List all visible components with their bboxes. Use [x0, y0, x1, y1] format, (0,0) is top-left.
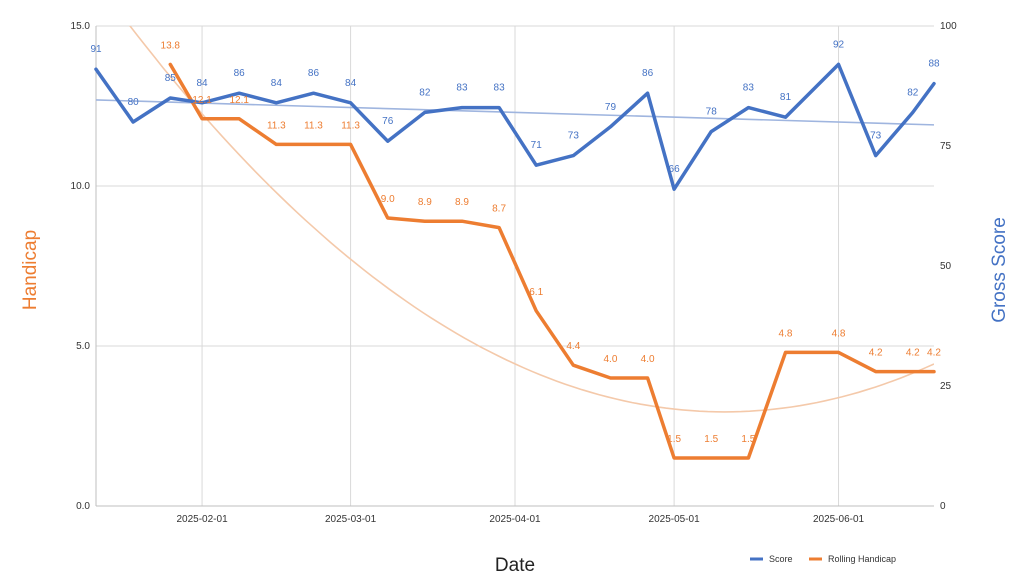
handicap-series-line	[168, 62, 936, 460]
handicap-data-label: 4.0	[604, 354, 618, 365]
handicap-data-label: 4.8	[779, 328, 793, 339]
handicap-data-label: 11.3	[304, 120, 323, 131]
x-tick-label: 2025-02-01	[176, 514, 228, 525]
y-right-tick-label: 0	[940, 501, 946, 512]
y-right-tick-label: 100	[940, 21, 957, 32]
score-data-label: 78	[706, 107, 718, 118]
y-left-tick-label: 10.0	[71, 181, 91, 192]
score-data-label: 83	[743, 83, 755, 94]
y-left-tick-label: 5.0	[76, 341, 90, 352]
handicap-data-label: 8.9	[418, 197, 432, 208]
handicap-trendline	[129, 26, 934, 413]
score-data-label: 83	[456, 83, 468, 94]
data-labels: 91 80 85 84 86 84 86 84 76 82 83 83 71 73 79 86 66 78 83 81…	[90, 39, 941, 445]
handicap-data-label: 1.5	[741, 434, 755, 445]
y-left-tick-label: 0.0	[76, 501, 90, 512]
score-data-label: 84	[271, 78, 283, 89]
x-tick-label: 2025-06-01	[813, 514, 865, 525]
score-data-label: 79	[605, 102, 617, 113]
score-data-label: 88	[928, 59, 940, 70]
handicap-data-label: 8.9	[455, 197, 469, 208]
handicap-data-label: 12.1	[192, 95, 212, 106]
legend: Score Rolling Handicap	[750, 554, 896, 564]
score-data-label: 71	[531, 140, 543, 151]
handicap-data-label: 4.0	[641, 354, 655, 365]
y-left-axis-title: Handicap	[20, 230, 41, 310]
x-tick-label: 2025-05-01	[649, 514, 701, 525]
score-data-label: 66	[669, 164, 681, 175]
score-data-label: 84	[197, 78, 209, 89]
score-trendline	[95, 99, 935, 126]
handicap-data-label: 1.5	[667, 434, 681, 445]
score-data-label: 91	[90, 44, 102, 55]
score-data-label: 76	[382, 116, 394, 127]
y-right-tick-label: 50	[940, 261, 952, 272]
handicap-data-label: 4.4	[566, 341, 580, 352]
y-right-axis-title: Gross Score	[989, 217, 1010, 323]
handicap-data-label: 6.1	[529, 287, 543, 298]
y-left-tick-label: 15.0	[71, 21, 91, 32]
series-lines	[94, 62, 936, 460]
y-right-tick-label: 25	[940, 381, 952, 392]
score-data-label: 82	[419, 87, 431, 98]
score-data-label: 82	[907, 87, 919, 98]
x-tick-label: 2025-03-01	[325, 514, 377, 525]
score-data-label: 84	[345, 78, 357, 89]
x-axis-title: Date	[495, 555, 535, 576]
score-data-label: 80	[128, 97, 140, 108]
handicap-data-label: 4.2	[869, 348, 883, 359]
handicap-data-label: 4.8	[832, 328, 846, 339]
handicap-data-label: 4.2	[906, 348, 920, 359]
handicap-data-label: 4.2	[927, 348, 941, 359]
handicap-data-label: 11.3	[341, 120, 360, 131]
handicap-data-label: 8.7	[492, 204, 506, 215]
score-data-label: 81	[780, 92, 792, 103]
score-data-label: 73	[568, 131, 580, 142]
grid	[95, 25, 934, 507]
score-series-line	[94, 62, 936, 191]
axis-ticks: 0.0 5.0 10.0 15.0 0 25 50 75 100 2025-02-01 2025-0…	[71, 21, 958, 525]
score-data-label: 83	[494, 83, 506, 94]
legend-label-rolling-handicap: Rolling Handicap	[828, 554, 896, 564]
y-right-tick-label: 75	[940, 141, 952, 152]
score-data-label: 85	[165, 73, 177, 84]
handicap-data-label: 13.8	[161, 40, 181, 51]
trendlines	[95, 26, 935, 413]
handicap-data-label: 1.5	[704, 434, 718, 445]
legend-label-score: Score	[769, 554, 793, 564]
score-data-label: 86	[234, 68, 246, 79]
score-data-label: 86	[308, 68, 320, 79]
x-tick-label: 2025-04-01	[489, 514, 541, 525]
handicap-data-label: 12.1	[229, 95, 249, 106]
score-data-label: 86	[642, 68, 654, 79]
score-data-label: 92	[833, 39, 845, 50]
handicap-data-label: 11.3	[267, 120, 286, 131]
handicap-data-label: 9.0	[381, 194, 395, 205]
score-data-label: 73	[870, 131, 882, 142]
